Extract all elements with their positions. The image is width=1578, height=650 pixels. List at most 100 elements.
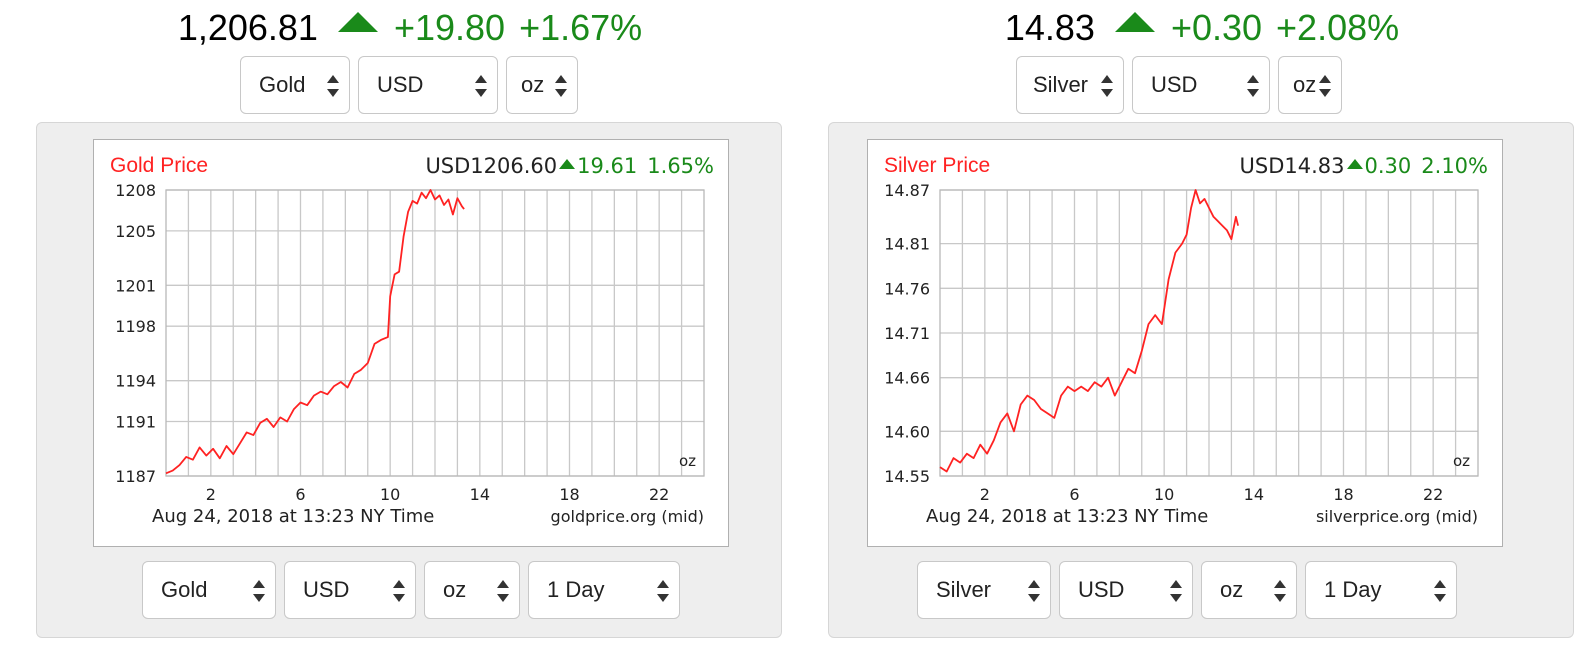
x-tick-label: 2 [980,485,990,504]
select-arrows-icon [1170,579,1182,603]
x-tick-label: 2 [206,485,216,504]
x-tick-label: 18 [1333,485,1353,504]
silver-chart-metal-select-value: Silver [936,577,992,602]
gold-up-arrow-icon [337,12,378,32]
gold-currency-select[interactable]: USD [358,56,498,114]
chart-source: goldprice.org (mid) [551,507,704,526]
silver-top-selectors: Silver USD oz [1016,56,1342,114]
silver-bottom-selectors: Silver USD oz 1 Day [917,561,1457,619]
silver-chart-currency-select[interactable]: USD [1059,561,1193,619]
silver-chart-panel: 14.55 14.60 14.66 14.71 14.76 14.81 14.87 2 6 10 1… [828,122,1574,638]
y-tick-label: 1198 [115,317,156,336]
y-tick-label: 1194 [115,372,156,391]
y-tick-label: 1187 [115,467,156,486]
silver-chart-svg: 14.55 14.60 14.66 14.71 14.76 14.81 14.87 2 6 10 1… [884,181,1479,527]
select-arrows-icon [393,579,405,603]
gold-change: +19.80 [393,7,506,48]
x-tick-label: 10 [1154,485,1174,504]
silver-percent: +2.08% [1276,7,1400,48]
gold-chart-unit-select-value: oz [443,577,467,602]
silver-chart-change: 0.30 [1364,154,1412,178]
select-arrows-icon [657,579,669,603]
gold-currency-select-value: USD [377,72,424,97]
chart-timestamp: Aug 24, 2018 at 13:23 NY Time [152,506,434,527]
silver-widget: 14.83 +0.30 +2.08% Silver USD oz 14.55 14.6… [828,0,1576,650]
silver-chart: 14.55 14.60 14.66 14.71 14.76 14.81 14.87 2 6 10 1… [867,139,1503,547]
silver-price: 14.83 [1004,7,1095,48]
gold-chart-change: 19.61 [577,154,638,178]
gold-chart: 1187 1191 1194 1198 1201 1205 1208 2 6 10 14 18 22 oz… [93,139,729,547]
x-tick-label: 18 [559,485,579,504]
unit-label: oz [1453,452,1470,470]
y-tick-label: 14.87 [884,181,930,200]
silver-currency-select[interactable]: USD [1132,56,1270,114]
x-tick-label: 6 [295,485,305,504]
x-tick-label: 22 [1423,485,1443,504]
gold-chart-panel: 1187 1191 1194 1198 1201 1205 1208 2 6 10 14 18 22 oz… [36,122,782,638]
select-arrows-icon [253,579,265,603]
select-arrows-icon [327,74,339,98]
y-tick-label: 1208 [115,181,156,200]
y-tick-label: 1205 [115,222,156,241]
select-arrows-icon [475,74,487,98]
chart-source: silverprice.org (mid) [1316,507,1478,526]
silver-chart-currency-select-value: USD [1078,577,1125,602]
silver-chart-metal-select[interactable]: Silver [917,561,1051,619]
silver-unit-select-value: oz [1293,72,1317,97]
plot-frame [165,189,705,477]
silver-chart-quote: USD14.83 0.30 2.10% [1240,154,1488,178]
y-tick-label: 14.81 [884,235,930,254]
silver-chart-price: USD14.83 [1239,154,1345,178]
silver-metal-select[interactable]: Silver [1016,56,1124,114]
y-tick-label: 14.60 [884,422,930,441]
select-arrows-icon [1434,579,1446,603]
gold-metal-select[interactable]: Gold [240,56,350,114]
silver-chart-range-select-value: 1 Day [1324,577,1382,602]
gold-percent: +1.67% [519,7,643,48]
gold-unit-select[interactable]: oz [506,56,578,114]
silver-currency-select-value: USD [1151,72,1198,97]
gold-chart-percent: 1.65% [647,154,714,178]
x-tick-label: 10 [380,485,400,504]
y-tick-label: 1191 [115,413,156,432]
gold-chart-title: Gold Price [110,154,209,177]
gold-chart-unit-select[interactable]: oz [424,561,520,619]
silver-chart-range-select[interactable]: 1 Day [1305,561,1457,619]
gold-chart-metal-select[interactable]: Gold [142,561,276,619]
silver-change: +0.30 [1170,7,1263,48]
gold-chart-range-select[interactable]: 1 Day [528,561,680,619]
x-tick-label: 14 [1244,485,1264,504]
gold-price: 1,206.81 [177,7,318,48]
gold-widget: 1,206.81 +19.80 +1.67% Gold USD oz 1187 119… [36,0,784,650]
silver-unit-select[interactable]: oz [1278,56,1342,114]
select-arrows-icon [1319,74,1331,98]
select-arrows-icon [1274,579,1286,603]
silver-chart-title: Silver Price [884,154,991,177]
select-arrows-icon [1101,74,1113,98]
silver-metal-select-value: Silver [1033,72,1089,97]
gold-chart-svg: 1187 1191 1194 1198 1201 1205 1208 2 6 10 14 18 22 oz… [115,181,705,527]
select-arrows-icon [497,579,509,603]
price-line [939,189,1239,473]
x-tick-label: 6 [1069,485,1079,504]
gold-chart-currency-select-value: USD [303,577,350,602]
gold-bottom-selectors: Gold USD oz 1 Day [142,561,680,619]
gold-chart-range-select-value: 1 Day [547,577,605,602]
select-arrows-icon [1247,74,1259,98]
y-tick-label: 14.71 [884,324,930,343]
x-tick-label: 22 [649,485,669,504]
unit-label: oz [679,452,696,470]
gold-chart-quote: USD1206.60 19.61 1.65% [425,154,714,178]
silver-chart-unit-select[interactable]: oz [1201,561,1297,619]
y-tick-label: 1201 [115,276,156,295]
gold-top-selectors: Gold USD oz [240,56,578,114]
gold-metal-select-value: Gold [259,72,306,97]
silver-up-arrow-icon [1114,12,1155,32]
gold-unit-select-value: oz [521,72,545,97]
x-tick-label: 14 [470,485,490,504]
gold-chart-currency-select[interactable]: USD [284,561,416,619]
silver-quote: 14.83 +0.30 +2.08% [828,6,1576,50]
gold-chart-price: USD1206.60 [425,154,558,178]
y-tick-label: 14.55 [884,467,930,486]
gold-quote: 1,206.81 +19.80 +1.67% [36,6,784,50]
